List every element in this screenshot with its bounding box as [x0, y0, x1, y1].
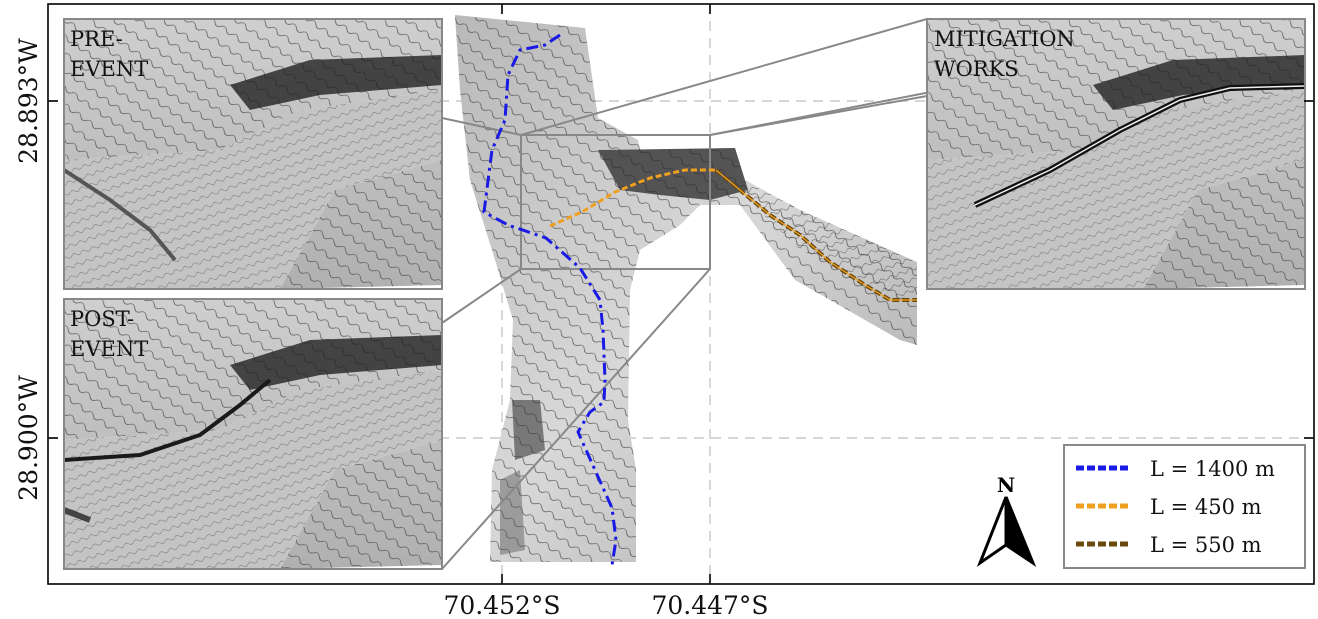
y-tick-label-2: 28.900°W: [14, 375, 43, 501]
path-450m: [549, 168, 716, 228]
pre-label-line2: EVENT: [70, 57, 148, 81]
inset-post-event: [63, 298, 443, 570]
flow-paths: [482, 33, 917, 566]
y-tick-label-1: 28.893°W: [14, 38, 43, 164]
legend-label-2: L = 450 m: [1150, 495, 1262, 519]
zoom-extent-box: [520, 134, 711, 270]
north-arrow-icon: N: [976, 473, 1037, 568]
x-tick-label-2: 70.447°S: [651, 591, 768, 619]
mitigation-label-line2: WORKS: [934, 57, 1019, 81]
mitigation-label-line1: MITIGATION: [934, 27, 1075, 51]
post-label-line1: POST-: [70, 307, 134, 331]
x-tick-label-1: 70.452°S: [443, 591, 560, 619]
tick-marks: [48, 4, 1314, 584]
legend: L = 1400 m L = 450 m L = 550 m: [1063, 444, 1306, 569]
legend-label-3: L = 550 m: [1150, 533, 1262, 557]
legend-label-1: L = 1400 m: [1150, 457, 1275, 481]
path-1400m: [482, 33, 618, 566]
pre-label-line1: PRE-: [70, 27, 123, 51]
post-label-line2: EVENT: [70, 337, 148, 361]
north-label: N: [997, 473, 1015, 497]
inset-mitigation-works: [926, 18, 1306, 290]
inset-pre-event: [63, 18, 443, 290]
